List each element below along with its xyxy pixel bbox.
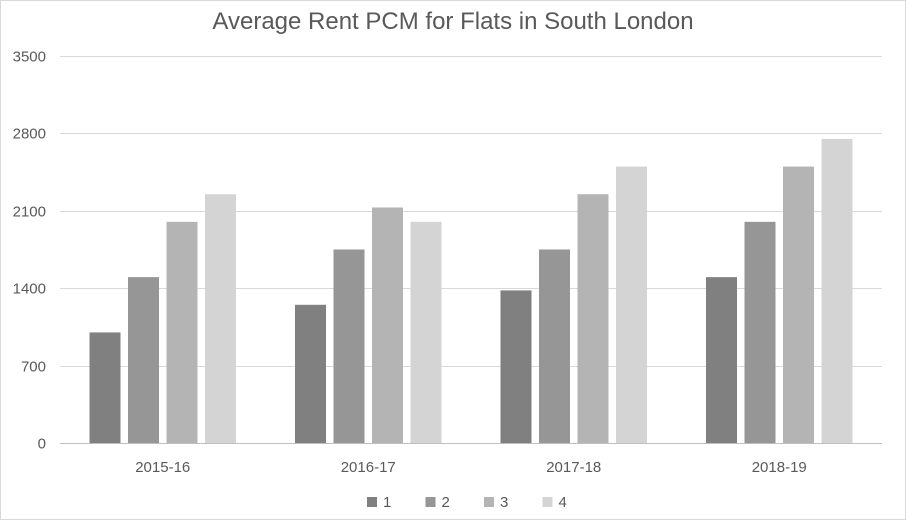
bar-series-2 — [744, 221, 776, 443]
chart-title: Average Rent PCM for Flats in South Lond… — [212, 8, 694, 35]
bar-series-4 — [821, 138, 853, 443]
legend-swatch — [367, 497, 377, 507]
bar-series-1 — [706, 277, 737, 443]
x-axis-ticks: 2015-16 2016-17 2017-18 2018-19 — [135, 459, 807, 476]
bar-series-3 — [372, 207, 403, 443]
y-tick-label: 2800 — [13, 126, 46, 143]
y-tick-label: 2100 — [13, 204, 46, 221]
bar-series-2 — [539, 249, 570, 443]
bar-series-1 — [295, 304, 326, 443]
legend: 1 2 3 4 — [367, 494, 567, 511]
bar-series-2 — [128, 277, 159, 443]
y-tick-label: 1400 — [13, 281, 46, 298]
x-tick-label: 2016-17 — [341, 459, 396, 476]
x-tick-label: 2017-18 — [546, 459, 601, 476]
legend-swatch — [542, 497, 553, 507]
bar-series-1 — [500, 290, 532, 443]
x-tick-label: 2018-19 — [752, 459, 807, 476]
bar-series-2 — [333, 249, 365, 443]
bar-series-4 — [410, 221, 442, 443]
y-axis-ticks: 0 700 1400 2100 2800 3500 — [13, 49, 46, 453]
x-tick-label: 2015-16 — [135, 459, 190, 476]
legend-label: 4 — [559, 494, 567, 511]
y-tick-label: 700 — [21, 359, 46, 376]
y-tick-label: 3500 — [13, 49, 46, 66]
y-tick-label: 0 — [38, 436, 46, 453]
legend-label: 3 — [500, 494, 508, 511]
bar-series-3 — [783, 166, 814, 444]
legend-label: 2 — [442, 494, 450, 511]
legend-swatch — [484, 497, 494, 507]
legend-label: 1 — [383, 494, 391, 511]
bar-series-3 — [166, 221, 198, 443]
bar-series-1 — [89, 332, 121, 443]
legend-swatch — [425, 497, 436, 507]
bars — [89, 138, 853, 444]
bar-series-3 — [577, 194, 609, 443]
bar-series-4 — [205, 194, 236, 443]
bar-series-4 — [616, 166, 647, 444]
